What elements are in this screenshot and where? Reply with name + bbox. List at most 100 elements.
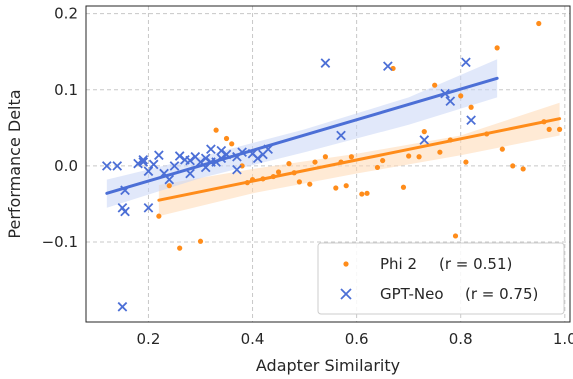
phi2-point-41 <box>499 146 505 152</box>
gptneo-point-10 <box>143 202 154 213</box>
gptneo-point-12-stroke-b <box>154 150 164 161</box>
gptneo-point-34-stroke-b <box>252 153 263 164</box>
legend-r-phi2: (r = 0.51) <box>439 255 512 273</box>
phi2-point-5 <box>223 135 230 142</box>
gptneo-point-42 <box>445 96 456 107</box>
phi2-point-19 <box>333 185 339 191</box>
gptneo-point-42-stroke-b <box>445 96 456 107</box>
gptneo-point-12 <box>154 150 164 161</box>
plot-frame <box>85 5 571 323</box>
gptneo-point-28 <box>216 145 227 156</box>
x-tick-label-4: 1.0 <box>553 330 573 348</box>
gptneo-point-10-stroke-b <box>143 202 154 213</box>
regression-line-phi2 <box>157 117 562 202</box>
gptneo-point-38 <box>336 130 346 141</box>
gptneo-point-24-stroke-b <box>206 144 216 154</box>
gptneo-point-31 <box>232 164 242 175</box>
phi2-point-16 <box>307 181 313 187</box>
phi2-point-46 <box>546 126 552 132</box>
gptneo-point-39 <box>383 61 393 71</box>
legend-marker-phi2 <box>343 261 349 267</box>
phi2-point-42 <box>510 163 516 169</box>
phi2-point-4 <box>213 127 219 133</box>
x-tick-label-3: 0.8 <box>449 330 473 348</box>
phi2-point-36 <box>458 93 464 99</box>
gptneo-point-23-stroke-b <box>200 153 211 164</box>
gptneo-point-38-stroke-b <box>336 130 346 141</box>
gptneo-point-9 <box>143 166 154 177</box>
phi2-point-18 <box>322 154 328 160</box>
phi2-point-43 <box>520 166 526 172</box>
y-tick-label-2: 0.1 <box>54 81 78 99</box>
legend-label-gptneo: GPT-Neo <box>380 285 444 303</box>
legend: Phi 2 (r = 0.51) GPT-Neo (r = 0.75) <box>317 242 565 315</box>
phi2-point-3 <box>197 238 204 244</box>
phi2-point-35 <box>452 233 459 239</box>
gptneo-point-4 <box>120 206 130 217</box>
x-axis-label: Adapter Similarity <box>256 356 400 375</box>
gptneo-point-18 <box>185 155 195 166</box>
phi2-point-7 <box>239 163 245 169</box>
gptneo-point-28-stroke-b <box>216 145 227 156</box>
regression-line-gptneo <box>105 76 499 195</box>
phi2-point-15 <box>296 179 302 185</box>
gptneo-point-1 <box>112 161 123 171</box>
phi2-point-12 <box>275 169 282 175</box>
phi2-point-40 <box>494 45 500 51</box>
y-tick-labels: −0.1 0.0 0.1 0.2 <box>42 5 78 251</box>
phi2-point-2 <box>177 245 183 251</box>
phi2-point-22 <box>348 154 355 160</box>
x-tick-label-0: 0.2 <box>137 330 161 348</box>
gptneo-point-0 <box>101 161 112 171</box>
phi2-point-37 <box>463 159 469 165</box>
gptneo-point-21-stroke-b <box>195 157 206 167</box>
gptneo-point-1-stroke-b <box>112 161 123 171</box>
gptneo-point-44 <box>466 115 476 126</box>
phi2-point-38 <box>468 104 474 110</box>
phi2-point-28 <box>400 184 407 190</box>
gptneo-point-8-stroke-b <box>138 157 149 167</box>
gptneo-point-19-stroke-b <box>185 168 195 179</box>
phi2-point-32 <box>432 82 438 88</box>
phi2-point-25 <box>374 164 381 171</box>
gptneo-point-34 <box>252 153 263 164</box>
gptneo-point-15-stroke-b <box>169 161 180 171</box>
phi2-point-1 <box>166 183 172 189</box>
gptneo-point-7-stroke-b <box>138 154 149 165</box>
regression-lines <box>105 76 562 202</box>
gptneo-point-7 <box>138 154 149 165</box>
phi2-point-44 <box>536 20 542 27</box>
phi2-point-21 <box>343 183 349 189</box>
legend-label-phi2: Phi 2 <box>380 255 417 273</box>
gptneo-point-37 <box>320 58 331 68</box>
gptneo-point-18-stroke-b <box>185 155 195 166</box>
y-tick-label-0: −0.1 <box>42 233 78 251</box>
x-tick-label-2: 0.6 <box>345 330 369 348</box>
y-tick-label-3: 0.2 <box>54 5 78 23</box>
phi2-point-13 <box>286 161 292 167</box>
gptneo-point-15 <box>169 161 180 171</box>
legend-r-gptneo: (r = 0.75) <box>465 285 538 303</box>
phi2-point-17 <box>312 159 318 165</box>
y-tick-label-1: 0.0 <box>54 157 78 175</box>
legend-box <box>317 242 565 315</box>
phi2-point-26 <box>380 157 386 164</box>
gptneo-point-39-stroke-b <box>383 61 393 71</box>
gptneo-point-24 <box>206 144 216 154</box>
phi2-point-30 <box>416 154 422 160</box>
gptneo-point-43-stroke-b <box>461 57 471 68</box>
phi2-point-6 <box>229 141 235 147</box>
phi2-point-33 <box>437 149 443 155</box>
x-tick-label-1: 0.4 <box>241 330 265 348</box>
gptneo-point-40-stroke-b <box>419 135 430 145</box>
gptneo-point-16 <box>174 151 185 161</box>
gptneo-point-29-stroke-b <box>221 149 232 160</box>
gptneo-point-43 <box>461 57 471 68</box>
gptneo-point-44-stroke-b <box>466 115 476 126</box>
phi2-point-29 <box>406 153 412 159</box>
gptneo-point-37-stroke-b <box>320 58 331 68</box>
phi2-point-23 <box>359 191 365 197</box>
gptneo-point-14-stroke-b <box>164 174 175 185</box>
